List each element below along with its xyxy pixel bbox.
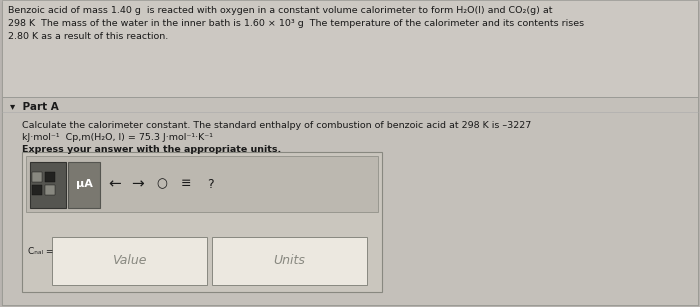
Text: Value: Value [112,255,147,267]
Text: ←: ← [108,177,121,192]
Text: Express your answer with the appropriate units.: Express your answer with the appropriate… [22,145,281,154]
Bar [26,156,378,212]
Text: 298 K  The mass of the water in the inner bath is 1.60 × 10³ g  The temperature : 298 K The mass of the water in the inner… [8,19,584,28]
Text: ?: ? [206,177,214,191]
Text: ≡: ≡ [181,177,191,191]
Text: Benzoic acid of mass 1.40 g  is reacted with oxygen in a constant volume calorim: Benzoic acid of mass 1.40 g is reacted w… [8,6,552,15]
Text: ○: ○ [157,177,167,191]
Bar [45,185,55,195]
Text: ▾  Part A: ▾ Part A [10,102,59,112]
Bar [30,162,66,208]
Text: Cₙₐₗ =: Cₙₐₗ = [28,247,53,255]
Bar [2,0,698,97]
Text: μA: μA [76,179,92,189]
Bar [32,172,42,182]
Bar [45,172,55,182]
Text: Calculate the calorimeter constant. The standard enthalpy of combustion of benzo: Calculate the calorimeter constant. The … [22,121,531,130]
Bar [2,97,698,305]
Bar [68,162,100,208]
Bar [22,152,382,292]
Bar [212,237,367,285]
Text: Units: Units [274,255,305,267]
Text: kJ·mol⁻¹  Cp,m(H₂O, l) = 75.3 J·mol⁻¹·K⁻¹: kJ·mol⁻¹ Cp,m(H₂O, l) = 75.3 J·mol⁻¹·K⁻¹ [22,133,213,142]
Text: →: → [132,177,144,192]
Bar [52,237,207,285]
Text: 2.80 K as a result of this reaction.: 2.80 K as a result of this reaction. [8,32,168,41]
Bar [32,185,42,195]
